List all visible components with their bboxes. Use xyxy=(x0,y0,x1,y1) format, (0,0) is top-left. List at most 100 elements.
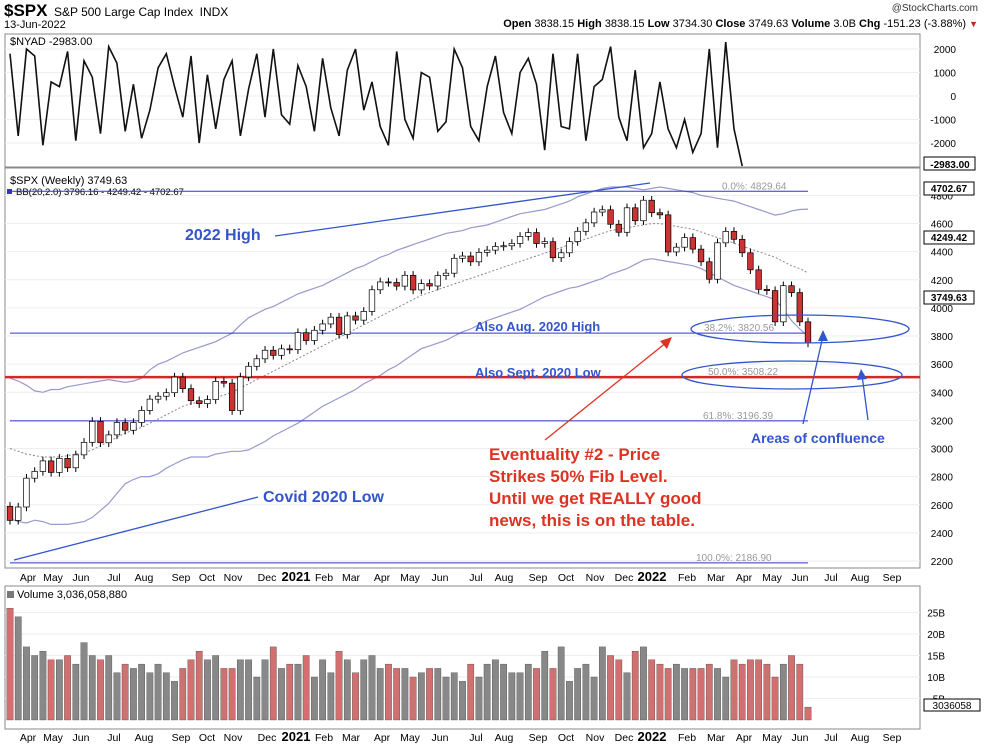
volume-bar xyxy=(747,659,754,721)
volume-bar xyxy=(245,659,252,721)
stockcharts-watermark: @StockCharts.com xyxy=(891,3,978,14)
x-axis-label: May xyxy=(762,572,783,584)
volume-bar xyxy=(623,672,631,721)
volume-bar xyxy=(179,668,187,721)
x-axis-label: Nov xyxy=(224,572,243,584)
candle-up xyxy=(377,281,384,291)
candle-up xyxy=(475,252,483,263)
x-axis-label-bottom: Jul xyxy=(107,732,120,744)
candle-down xyxy=(763,289,771,291)
candle-up xyxy=(327,316,334,325)
volume-bar xyxy=(541,651,549,721)
volume-bar xyxy=(549,668,557,721)
candle-down xyxy=(804,321,812,344)
volume-bar xyxy=(56,659,63,721)
fib-label: 50.0%: 3508.22 xyxy=(708,367,778,378)
candle-up xyxy=(294,332,302,351)
candle-down xyxy=(664,214,672,253)
volume-bar xyxy=(730,659,738,721)
volume-bar xyxy=(138,663,145,721)
candle-up xyxy=(204,399,211,405)
volume-bar xyxy=(566,681,573,721)
price-tick-label: 4200 xyxy=(931,276,954,287)
open-label: Open xyxy=(503,18,532,30)
price-tick-label: 3800 xyxy=(931,332,954,343)
eventuality-arrow xyxy=(544,341,668,441)
candle-up xyxy=(599,209,606,213)
candle-up xyxy=(484,249,491,253)
volume-bar xyxy=(524,663,532,721)
candle-down xyxy=(739,238,746,254)
price-tick-label: 4400 xyxy=(931,248,954,259)
candle-up xyxy=(245,365,252,378)
candle-up xyxy=(89,421,96,443)
volume-bar xyxy=(269,646,277,721)
volume-bar xyxy=(393,668,401,721)
candle-up xyxy=(500,245,507,248)
open-value: 3838.15 xyxy=(534,18,575,30)
price-tick-label: 2800 xyxy=(931,473,954,484)
candle-down xyxy=(706,261,713,280)
x-axis-label-bottom: Sep xyxy=(172,732,191,744)
candle-down xyxy=(689,237,696,250)
volume-bar xyxy=(705,663,713,721)
price-panel-frame xyxy=(4,167,921,569)
x-axis-label: 2021 xyxy=(282,569,311,584)
bollinger-middle-band xyxy=(9,223,809,458)
price-right-label: 4702.67 xyxy=(931,184,968,195)
price-tick-label: 3200 xyxy=(931,416,954,427)
candle-down xyxy=(97,421,104,444)
volume-bar xyxy=(450,672,458,721)
x-axis-label: Sep xyxy=(172,572,191,584)
volume-bar xyxy=(228,668,236,721)
candle-down xyxy=(632,207,639,222)
x-axis-label-bottom: Apr xyxy=(20,732,37,744)
x-axis-label-bottom: Jun xyxy=(432,732,449,744)
header-symbol-line: $SPX S&P 500 Large Cap Index INDX xyxy=(4,1,228,21)
x-axis-label: Dec xyxy=(615,572,634,584)
volume-bar xyxy=(763,663,771,721)
annotation-covid-low: Covid 2020 Low xyxy=(263,489,384,506)
candle-up xyxy=(623,207,631,233)
fib-label: 38.2%: 3820.56 xyxy=(704,323,774,334)
volume-bar xyxy=(640,646,647,721)
x-axis-label-bottom: Jun xyxy=(792,732,809,744)
price-tick-label: 4000 xyxy=(931,304,954,315)
high-label: High xyxy=(577,18,602,30)
candle-down xyxy=(187,388,195,402)
candle-up xyxy=(714,242,721,280)
volume-bar xyxy=(434,668,442,721)
indicator-panel-frame xyxy=(4,33,921,168)
volume-bar xyxy=(574,668,581,721)
x-axis-label: May xyxy=(43,572,64,584)
volume-bar xyxy=(6,608,14,721)
candle-up xyxy=(146,398,154,411)
down-triangle-icon: ▼ xyxy=(969,19,978,29)
x-axis-label-bottom: Aug xyxy=(495,732,514,744)
candle-down xyxy=(747,252,754,271)
x-axis-label-bottom: Dec xyxy=(258,732,277,744)
volume-bar xyxy=(664,668,672,721)
indicator-tick-label: 1000 xyxy=(934,69,957,80)
x-axis-label: Jun xyxy=(432,572,449,584)
price-tick-label: 4600 xyxy=(931,220,954,231)
x-axis-label-bottom: Apr xyxy=(374,732,391,744)
price-label-box xyxy=(923,230,975,245)
price-tick-label: 2600 xyxy=(931,501,954,512)
x-axis-label: Jul xyxy=(824,572,837,584)
volume-value: 3.0B xyxy=(833,18,856,30)
volume-bar xyxy=(220,668,228,721)
instrument-name: S&P 500 Large Cap Index xyxy=(53,5,194,19)
candle-up xyxy=(640,199,647,222)
x-axis-label-bottom: Nov xyxy=(586,732,605,744)
volume-bar xyxy=(598,646,606,721)
volume-bar xyxy=(130,668,137,721)
volume-bar xyxy=(146,672,154,721)
candle-up xyxy=(113,422,121,436)
volume-last-box xyxy=(923,698,981,712)
volume-tick-label: 15B xyxy=(927,652,945,663)
bb-legend-swatch xyxy=(7,189,12,194)
candle-up xyxy=(278,348,285,356)
x-axis-label: Aug xyxy=(135,572,154,584)
candle-up xyxy=(15,506,22,521)
